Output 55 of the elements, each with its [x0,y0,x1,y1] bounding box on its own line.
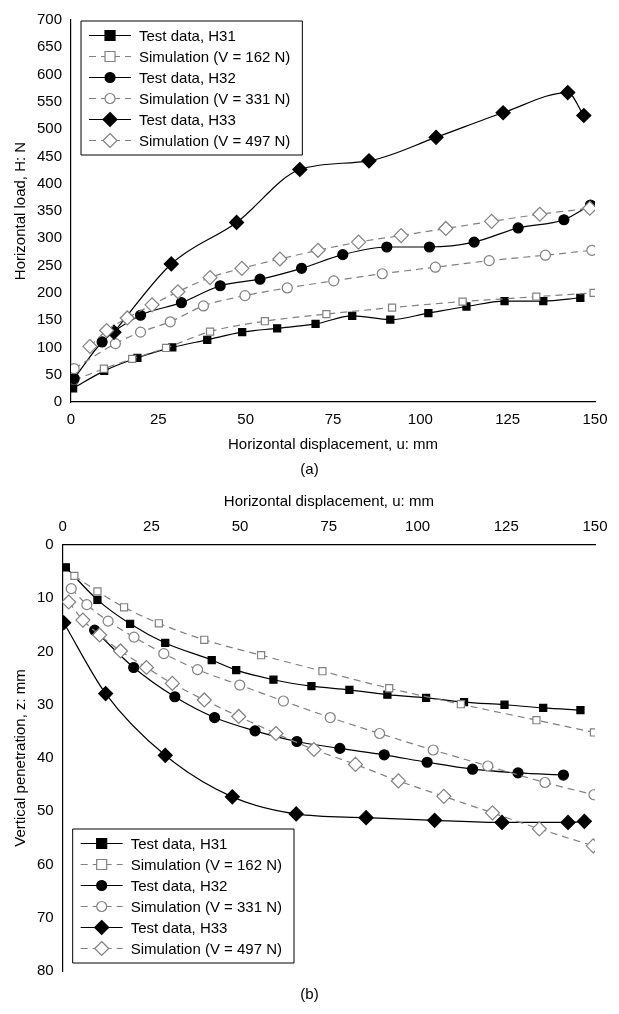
y-tick-label: 50 [37,801,54,819]
y-tick-label: 450 [37,146,63,164]
x-tick-label: 25 [150,410,167,428]
y-tick-label: 350 [37,201,63,219]
y-tick-label: 0 [53,392,63,410]
x-tick-label: 150 [582,410,608,428]
legend-label: Test data, H32 [139,68,236,86]
y-tick-label: 300 [37,228,63,246]
y-tick-label: 30 [37,694,54,712]
y-tick-label: 650 [37,37,63,55]
y-tick-label: 20 [37,641,54,659]
y-tick-label: 150 [37,310,63,328]
text: (a) [299,460,320,477]
y-tick-label: 80 [37,961,54,979]
legend-label: Simulation (V = 331 N) [139,89,291,107]
y-axis-title: Horizontal load, H: N [11,141,29,281]
y-tick-label: 0 [45,535,54,553]
legend-label: Simulation (V = 331 N) [130,897,283,915]
y-tick-label: 50 [45,364,63,382]
y-tick-label: 60 [37,854,54,872]
x-tick-label: 50 [237,410,255,428]
x-tick-label: 50 [231,517,249,535]
y-tick-label: 40 [37,748,54,766]
x-axis-title: Horizontal displacement, u: mm [223,492,434,510]
legend-label: Simulation (V = 497 N) [130,939,283,957]
x-tick-label: 125 [495,410,521,428]
x-tick-label: 75 [324,410,342,428]
y-tick-label: 10 [37,588,54,606]
x-tick-label: 150 [582,517,608,535]
x-tick-label: 100 [405,517,431,535]
y-tick-label: 400 [37,173,63,191]
legend-label: Simulation (V = 162 N) [139,47,291,65]
x-tick-label: 0 [66,410,76,428]
legend-label: Test data, H32 [130,876,228,894]
y-tick-label: 100 [37,337,63,355]
legend-label: Test data, H31 [139,26,236,44]
legend-label: Test data, H33 [139,110,236,128]
legend-label: Simulation (V = 497 N) [139,131,291,149]
y-tick-label: 500 [37,119,63,137]
text: (b) [299,985,320,1002]
legend-label: Simulation (V = 162 N) [130,855,283,873]
y-tick-label: 600 [37,64,63,82]
x-axis-title: Horizontal displacement, u: mm [227,435,439,453]
legend-label: Test data, H31 [130,834,228,852]
x-tick-label: 75 [320,517,338,535]
y-tick-label: 250 [37,255,63,273]
y-tick-label: 200 [37,283,63,300]
y-axis-title: Vertical penetration, z: mm [11,669,29,847]
y-tick-label: 550 [37,92,63,109]
x-tick-label: 125 [493,517,519,535]
y-tick-label: 700 [37,10,63,28]
legend-label: Test data, H33 [130,918,228,936]
x-tick-label: 100 [407,410,433,428]
y-tick-label: 70 [37,907,54,925]
x-tick-label: 25 [143,517,160,535]
